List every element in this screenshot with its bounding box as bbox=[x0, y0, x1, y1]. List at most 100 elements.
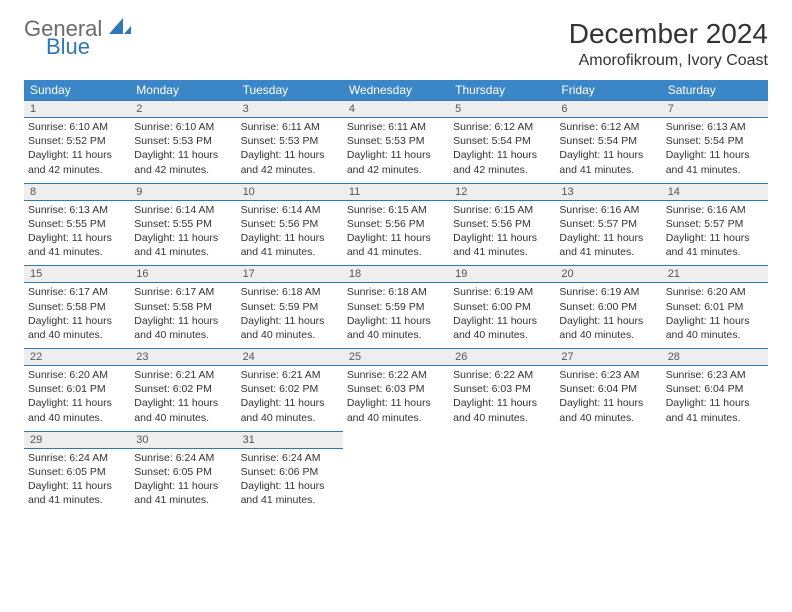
day-cell: Sunrise: 6:17 AMSunset: 5:58 PMDaylight:… bbox=[130, 283, 236, 349]
day-cell: Sunrise: 6:16 AMSunset: 5:57 PMDaylight:… bbox=[662, 200, 768, 266]
daylight-line: Daylight: 11 hours and 40 minutes. bbox=[347, 314, 445, 342]
day-number: 27 bbox=[555, 349, 661, 366]
calendar-table: SundayMondayTuesdayWednesdayThursdayFrid… bbox=[24, 80, 768, 513]
logo: General Blue bbox=[24, 18, 131, 58]
day-number: 16 bbox=[130, 266, 236, 283]
sunrise-line: Sunrise: 6:18 AM bbox=[241, 285, 339, 299]
sunrise-line: Sunrise: 6:12 AM bbox=[559, 120, 657, 134]
day-number: 17 bbox=[237, 266, 343, 283]
day-cell: Sunrise: 6:15 AMSunset: 5:56 PMDaylight:… bbox=[343, 200, 449, 266]
sunrise-line: Sunrise: 6:19 AM bbox=[453, 285, 551, 299]
sunrise-line: Sunrise: 6:23 AM bbox=[559, 368, 657, 382]
sunrise-line: Sunrise: 6:15 AM bbox=[347, 203, 445, 217]
sunset-line: Sunset: 5:55 PM bbox=[134, 217, 232, 231]
sunset-line: Sunset: 5:57 PM bbox=[666, 217, 764, 231]
day-header: Sunday bbox=[24, 80, 130, 101]
day-cell: Sunrise: 6:24 AMSunset: 6:05 PMDaylight:… bbox=[24, 448, 130, 513]
sunrise-line: Sunrise: 6:10 AM bbox=[28, 120, 126, 134]
day-number: 23 bbox=[130, 349, 236, 366]
calendar-body: 1234567Sunrise: 6:10 AMSunset: 5:52 PMDa… bbox=[24, 101, 768, 514]
day-header: Saturday bbox=[662, 80, 768, 101]
day-cell: Sunrise: 6:11 AMSunset: 5:53 PMDaylight:… bbox=[343, 118, 449, 184]
day-cell: Sunrise: 6:20 AMSunset: 6:01 PMDaylight:… bbox=[662, 283, 768, 349]
sunset-line: Sunset: 5:53 PM bbox=[347, 134, 445, 148]
daylight-line: Daylight: 11 hours and 41 minutes. bbox=[347, 231, 445, 259]
daylight-line: Daylight: 11 hours and 41 minutes. bbox=[134, 479, 232, 507]
sunset-line: Sunset: 6:03 PM bbox=[347, 382, 445, 396]
day-number-row: 15161718192021 bbox=[24, 266, 768, 283]
day-number: 8 bbox=[24, 183, 130, 200]
day-number-row: 891011121314 bbox=[24, 183, 768, 200]
day-number: 4 bbox=[343, 101, 449, 118]
daylight-line: Daylight: 11 hours and 42 minutes. bbox=[134, 148, 232, 176]
sunset-line: Sunset: 6:00 PM bbox=[453, 300, 551, 314]
daylight-line: Daylight: 11 hours and 40 minutes. bbox=[134, 314, 232, 342]
sunrise-line: Sunrise: 6:16 AM bbox=[666, 203, 764, 217]
sunset-line: Sunset: 6:06 PM bbox=[241, 465, 339, 479]
day-cell bbox=[555, 448, 661, 513]
day-number: 20 bbox=[555, 266, 661, 283]
day-cell bbox=[662, 448, 768, 513]
sunrise-line: Sunrise: 6:23 AM bbox=[666, 368, 764, 382]
day-number: 12 bbox=[449, 183, 555, 200]
sunrise-line: Sunrise: 6:24 AM bbox=[241, 451, 339, 465]
daylight-line: Daylight: 11 hours and 41 minutes. bbox=[241, 231, 339, 259]
sunrise-line: Sunrise: 6:22 AM bbox=[453, 368, 551, 382]
day-body-row: Sunrise: 6:13 AMSunset: 5:55 PMDaylight:… bbox=[24, 200, 768, 266]
day-header-row: SundayMondayTuesdayWednesdayThursdayFrid… bbox=[24, 80, 768, 101]
location-label: Amorofikroum, Ivory Coast bbox=[569, 52, 768, 70]
day-number: 22 bbox=[24, 349, 130, 366]
day-number: 18 bbox=[343, 266, 449, 283]
day-body-row: Sunrise: 6:20 AMSunset: 6:01 PM Daylight:… bbox=[24, 366, 768, 432]
sunrise-line: Sunrise: 6:10 AM bbox=[134, 120, 232, 134]
day-number: 21 bbox=[662, 266, 768, 283]
sunrise-line: Sunrise: 6:17 AM bbox=[134, 285, 232, 299]
daylight-line: Daylight: 11 hours and 40 minutes. bbox=[241, 396, 339, 424]
daylight-line: Daylight: 11 hours and 41 minutes. bbox=[666, 396, 764, 424]
day-cell: Sunrise: 6:18 AMSunset: 5:59 PMDaylight:… bbox=[237, 283, 343, 349]
sunset-line: Sunset: 6:03 PM bbox=[453, 382, 551, 396]
day-cell: Sunrise: 6:24 AMSunset: 6:05 PMDaylight:… bbox=[130, 448, 236, 513]
day-cell: Sunrise: 6:22 AMSunset: 6:03 PMDaylight:… bbox=[343, 366, 449, 432]
sunrise-line: Sunrise: 6:21 AM bbox=[134, 368, 232, 382]
sunset-line: Sunset: 5:57 PM bbox=[559, 217, 657, 231]
day-cell: Sunrise: 6:12 AMSunset: 5:54 PMDaylight:… bbox=[449, 118, 555, 184]
daylight-line: Daylight: 11 hours and 40 minutes. bbox=[28, 314, 126, 342]
day-cell: Sunrise: 6:15 AMSunset: 5:56 PMDaylight:… bbox=[449, 200, 555, 266]
sunrise-line: Sunrise: 6:12 AM bbox=[453, 120, 551, 134]
daylight-line: Daylight: 11 hours and 42 minutes. bbox=[453, 148, 551, 176]
day-cell: Sunrise: 6:20 AMSunset: 6:01 PMDaylight:… bbox=[24, 366, 130, 432]
title-block: December 2024 Amorofikroum, Ivory Coast bbox=[569, 18, 768, 70]
day-cell: Sunrise: 6:16 AMSunset: 5:57 PMDaylight:… bbox=[555, 200, 661, 266]
day-number: 5 bbox=[449, 101, 555, 118]
day-number: 26 bbox=[449, 349, 555, 366]
day-cell: Sunrise: 6:12 AMSunset: 5:54 PMDaylight:… bbox=[555, 118, 661, 184]
day-number: 6 bbox=[555, 101, 661, 118]
sunrise-line: Sunrise: 6:20 AM bbox=[28, 368, 126, 382]
sunset-line: Sunset: 5:59 PM bbox=[241, 300, 339, 314]
sunrise-line: Sunrise: 6:24 AM bbox=[134, 451, 232, 465]
sunrise-line: Sunrise: 6:22 AM bbox=[347, 368, 445, 382]
sunrise-line: Sunrise: 6:21 AM bbox=[241, 368, 339, 382]
sunset-line: Sunset: 6:02 PM bbox=[241, 382, 339, 396]
sunrise-line: Sunrise: 6:20 AM bbox=[666, 285, 764, 299]
sunrise-line: Sunrise: 6:19 AM bbox=[559, 285, 657, 299]
day-body-row: Sunrise: 6:10 AMSunset: 5:52 PMDaylight:… bbox=[24, 118, 768, 184]
day-number: 3 bbox=[237, 101, 343, 118]
sunset-line: Sunset: 5:54 PM bbox=[666, 134, 764, 148]
day-number: 9 bbox=[130, 183, 236, 200]
day-cell: Sunrise: 6:13 AMSunset: 5:54 PMDaylight:… bbox=[662, 118, 768, 184]
day-body-row: Sunrise: 6:17 AMSunset: 5:58 PMDaylight:… bbox=[24, 283, 768, 349]
day-cell: Sunrise: 6:18 AMSunset: 5:59 PMDaylight:… bbox=[343, 283, 449, 349]
daylight-line: Daylight: 11 hours and 41 minutes. bbox=[28, 231, 126, 259]
sunset-line: Sunset: 5:54 PM bbox=[559, 134, 657, 148]
sunset-line: Sunset: 5:56 PM bbox=[241, 217, 339, 231]
daylight-line: Daylight: 11 hours and 40 minutes. bbox=[134, 396, 232, 424]
day-number: 13 bbox=[555, 183, 661, 200]
page-title: December 2024 bbox=[569, 18, 768, 50]
sunset-line: Sunset: 6:01 PM bbox=[28, 382, 126, 396]
day-header: Wednesday bbox=[343, 80, 449, 101]
daylight-line: Daylight: 11 hours and 41 minutes. bbox=[666, 231, 764, 259]
day-cell: Sunrise: 6:14 AMSunset: 5:56 PMDaylight:… bbox=[237, 200, 343, 266]
day-cell: Sunrise: 6:13 AMSunset: 5:55 PMDaylight:… bbox=[24, 200, 130, 266]
